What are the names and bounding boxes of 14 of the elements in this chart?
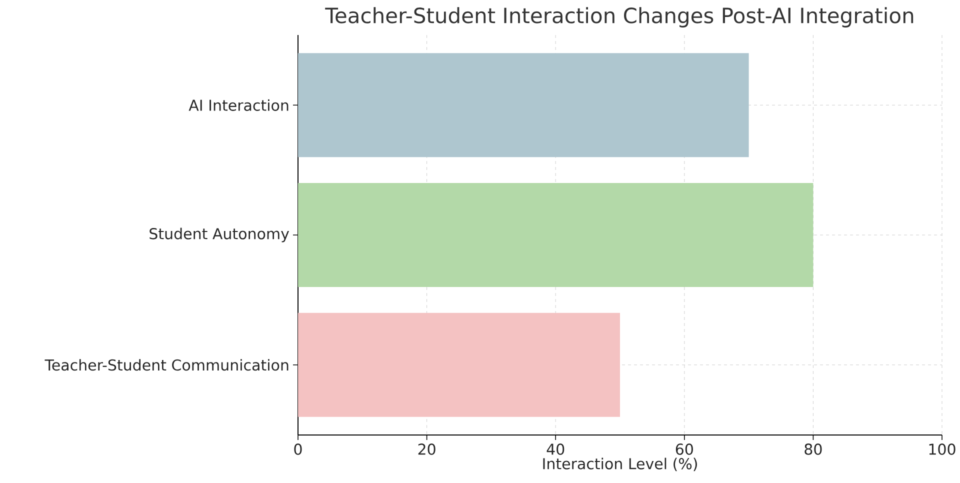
x-tick-label: 40 — [546, 444, 564, 455]
chart-title: Teacher-Student Interaction Changes Post-AI Integration — [325, 7, 914, 28]
x-tick-label: 60 — [676, 444, 693, 455]
bar — [298, 183, 814, 287]
x-tick-label: 0 — [294, 444, 302, 455]
x-tick-label: 80 — [804, 444, 822, 455]
x-axis-title: Interaction Level (%) — [543, 458, 697, 472]
bar — [298, 53, 749, 158]
bar — [298, 312, 620, 417]
y-tick-label: Teacher-Student Communication — [44, 359, 288, 371]
x-tick-label: 20 — [418, 444, 436, 455]
y-tick-label: Student Autonomy — [150, 228, 290, 242]
y-tick-label: AI Interaction — [188, 99, 288, 111]
x-tick-label: 100 — [929, 444, 956, 455]
